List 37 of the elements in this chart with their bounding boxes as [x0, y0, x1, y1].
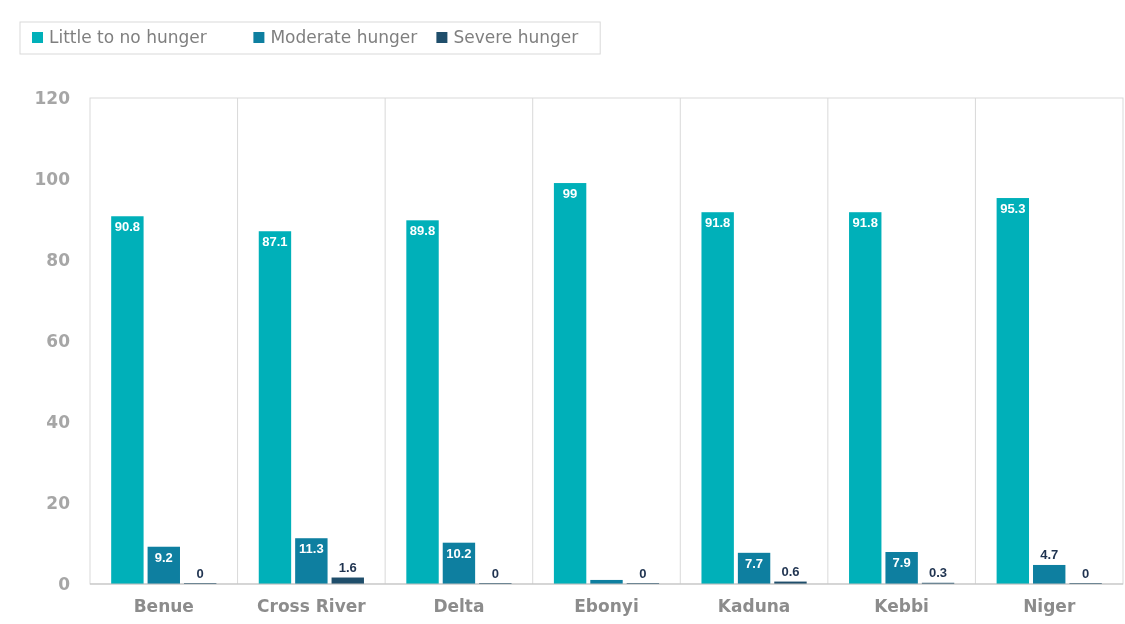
- x-tick-label: Kaduna: [717, 596, 791, 616]
- x-tick-label: Niger: [1023, 596, 1076, 616]
- data-label: 4.7: [1040, 546, 1059, 562]
- data-label: 87.1: [262, 234, 288, 250]
- data-label: 91.8: [852, 215, 878, 231]
- data-label: 95.3: [1000, 201, 1026, 217]
- y-tick-label: 40: [46, 411, 71, 432]
- data-label: 0: [1082, 566, 1090, 581]
- legend-label: Severe hunger: [453, 27, 579, 47]
- y-tick-label: 80: [46, 249, 71, 270]
- x-tick-label: Kebbi: [874, 596, 929, 616]
- data-label: 0: [639, 566, 647, 581]
- y-tick-label: 60: [46, 330, 71, 351]
- data-label: 99: [562, 186, 578, 202]
- data-label: 0: [196, 566, 204, 581]
- x-tick-label: Ebonyi: [574, 596, 639, 616]
- x-tick-label: Cross River: [257, 596, 367, 616]
- x-tick-label: Benue: [133, 596, 194, 616]
- data-label: 9.2: [154, 549, 173, 565]
- y-tick-label: 20: [46, 492, 71, 513]
- legend-label: Little to no hunger: [49, 27, 207, 47]
- legend-label: Moderate hunger: [270, 27, 418, 47]
- y-tick-label: 100: [34, 168, 71, 189]
- data-label: 0.3: [929, 564, 948, 580]
- data-label: 10.2: [446, 545, 472, 561]
- data-label: 89.8: [409, 223, 436, 239]
- data-label: 7.9: [892, 555, 911, 571]
- y-tick-label: 120: [34, 87, 71, 108]
- data-label: 7.7: [745, 555, 764, 571]
- data-label: 0.6: [781, 563, 800, 579]
- data-label: 0: [491, 566, 499, 581]
- data-label: 91.8: [705, 215, 731, 231]
- data-label: 11.3: [299, 541, 324, 557]
- data-label: 90.8: [114, 219, 141, 235]
- x-tick-label: Delta: [433, 596, 485, 616]
- data-label: 1.6: [338, 559, 357, 575]
- y-tick-label: 0: [58, 573, 71, 594]
